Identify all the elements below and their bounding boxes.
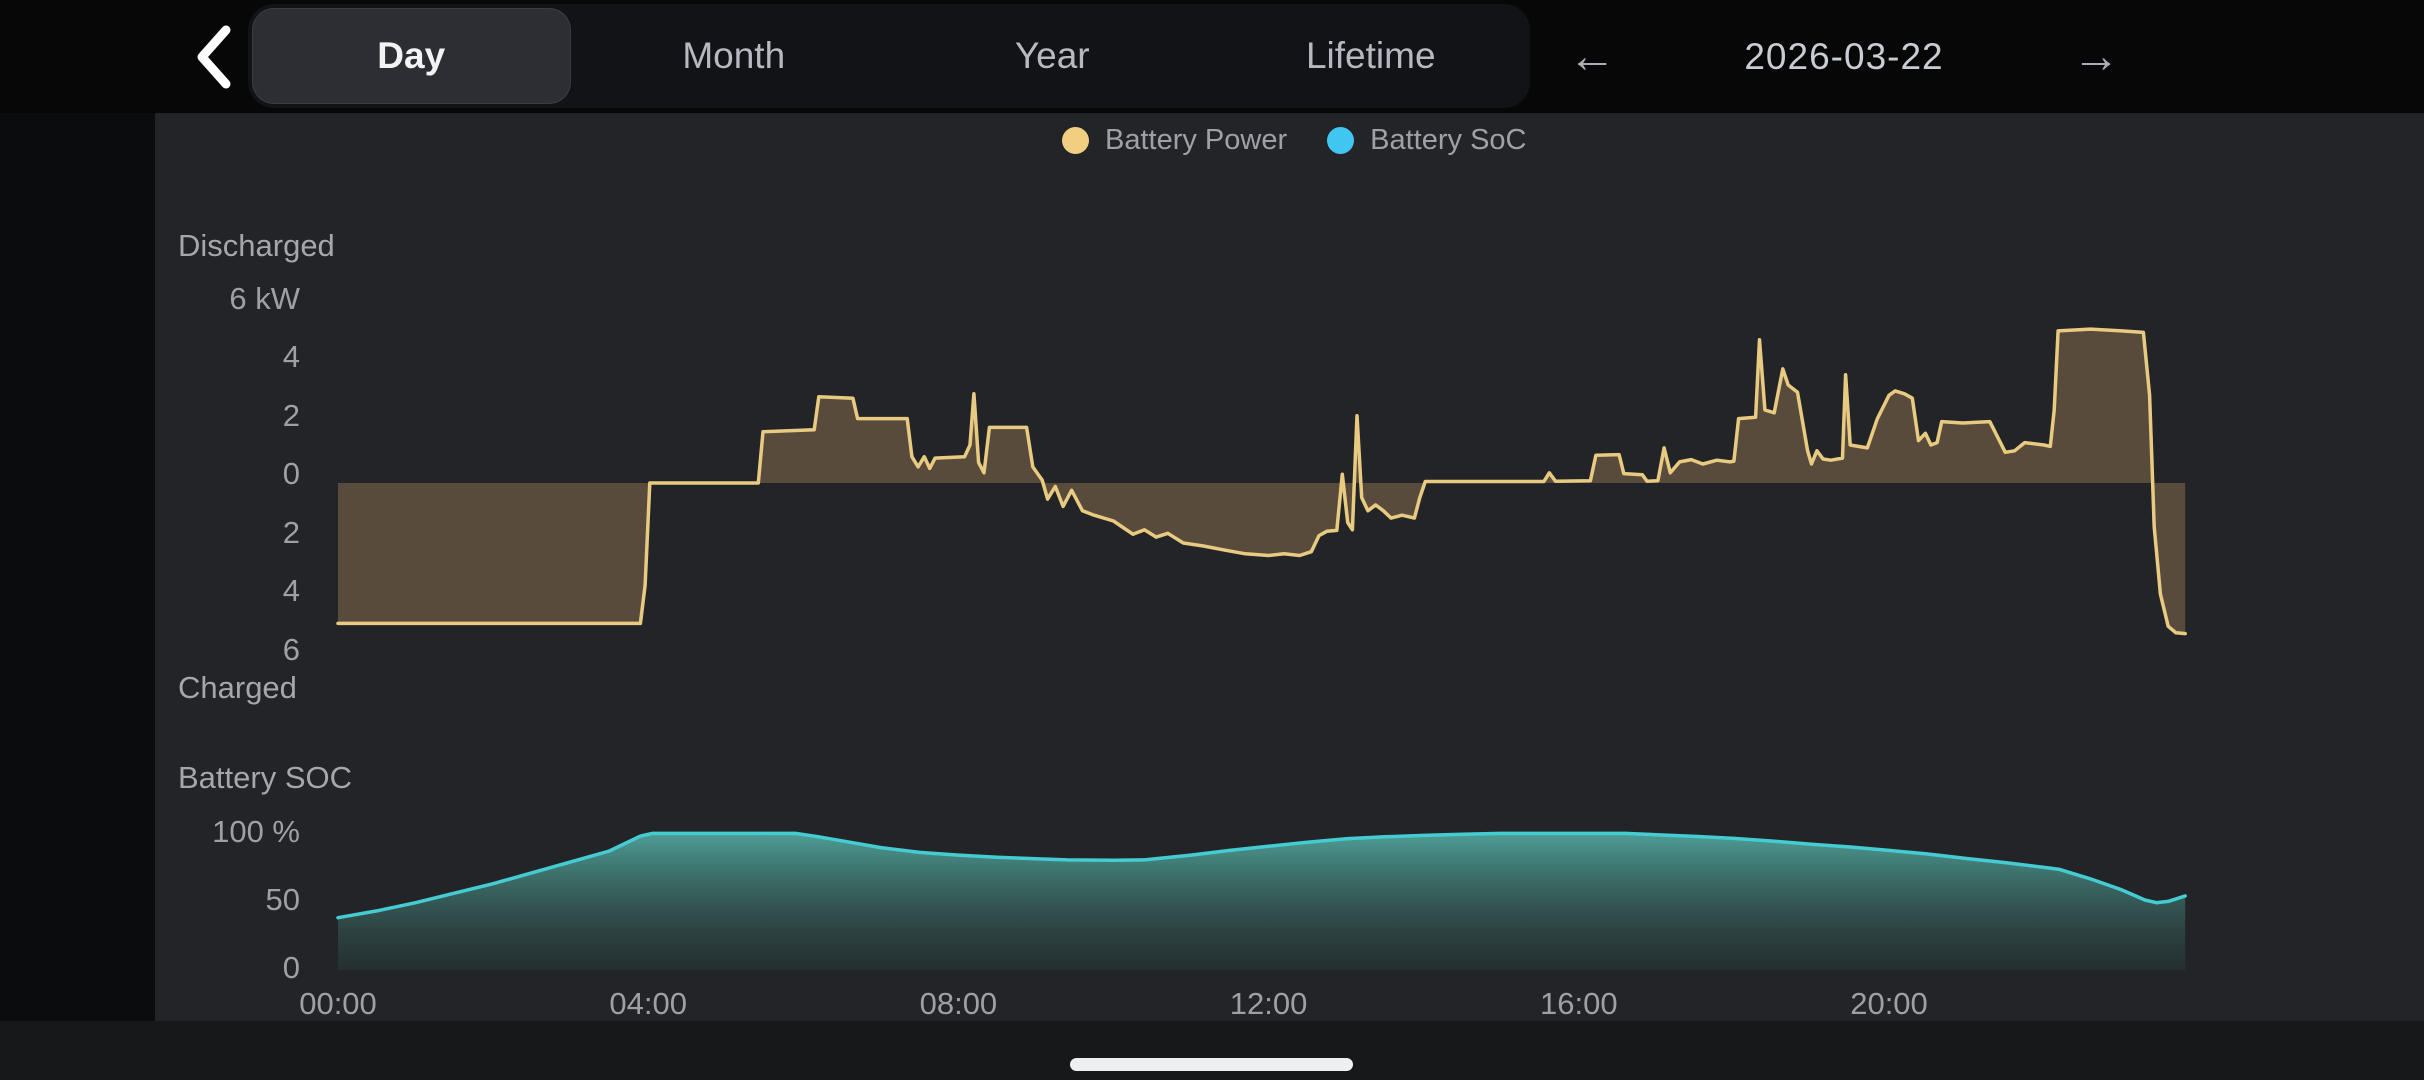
power-ytick: 4: [282, 339, 300, 374]
soc-ytick: 0: [282, 950, 300, 985]
x-axis-tick: 16:00: [1540, 986, 1618, 1021]
power-ytick: 6 kW: [229, 280, 300, 316]
battery-soc-dot-icon: [1327, 126, 1355, 154]
chevron-left-icon: [197, 25, 231, 89]
x-axis-tick: 20:00: [1850, 986, 1928, 1021]
top-bar: Day Month Year Lifetime ← 2026-03-22 →: [0, 0, 2424, 113]
battery-power-dot-icon: [1062, 126, 1089, 154]
legend-item-battery-soc[interactable]: Battery SoC: [1327, 124, 1526, 157]
legend-label: Battery Power: [1105, 123, 1288, 156]
soc-ytick: 100 %: [212, 814, 300, 849]
tab-month[interactable]: Month: [682, 35, 786, 76]
back-button[interactable]: [186, 22, 246, 92]
x-axis-tick: 00:00: [299, 986, 377, 1021]
soc-axis-title: Battery SOC: [178, 760, 352, 795]
x-axis-tick: 04:00: [609, 986, 687, 1021]
battery-soc-line: [336, 831, 2187, 920]
power-ytick: 2: [282, 514, 300, 550]
x-axis-tick: 12:00: [1229, 986, 1308, 1021]
power-ytick: 2: [282, 397, 300, 433]
legend-label: Battery SoC: [1370, 123, 1527, 156]
battery-power-line: [336, 327, 2187, 636]
tab-lifetime[interactable]: Lifetime: [1305, 35, 1436, 76]
battery-power-area: [338, 329, 2186, 634]
period-tabbar: Day Month Year Lifetime: [248, 4, 1530, 108]
tab-year[interactable]: Year: [1014, 35, 1090, 76]
power-axis-top-label: Discharged: [178, 228, 335, 263]
power-ytick: 0: [282, 456, 300, 491]
soc-ytick: 50: [265, 882, 300, 917]
chart-legend: Battery Power Battery SoC: [1062, 120, 1526, 160]
previous-day-button[interactable]: ←: [1568, 30, 1616, 83]
legend-item-battery-power[interactable]: Battery Power: [1062, 124, 1287, 157]
x-axis-tick: 08:00: [919, 986, 998, 1021]
tab-day[interactable]: Day: [252, 8, 571, 104]
home-indicator[interactable]: [1070, 1058, 1353, 1071]
power-axis-bottom-label: Charged: [178, 670, 297, 705]
battery-soc-area: [338, 833, 2186, 970]
power-ytick: 6: [282, 631, 300, 667]
power-ytick: 4: [282, 573, 300, 608]
next-day-button[interactable]: →: [2072, 30, 2120, 83]
date-label[interactable]: 2026-03-22: [1744, 35, 1944, 77]
